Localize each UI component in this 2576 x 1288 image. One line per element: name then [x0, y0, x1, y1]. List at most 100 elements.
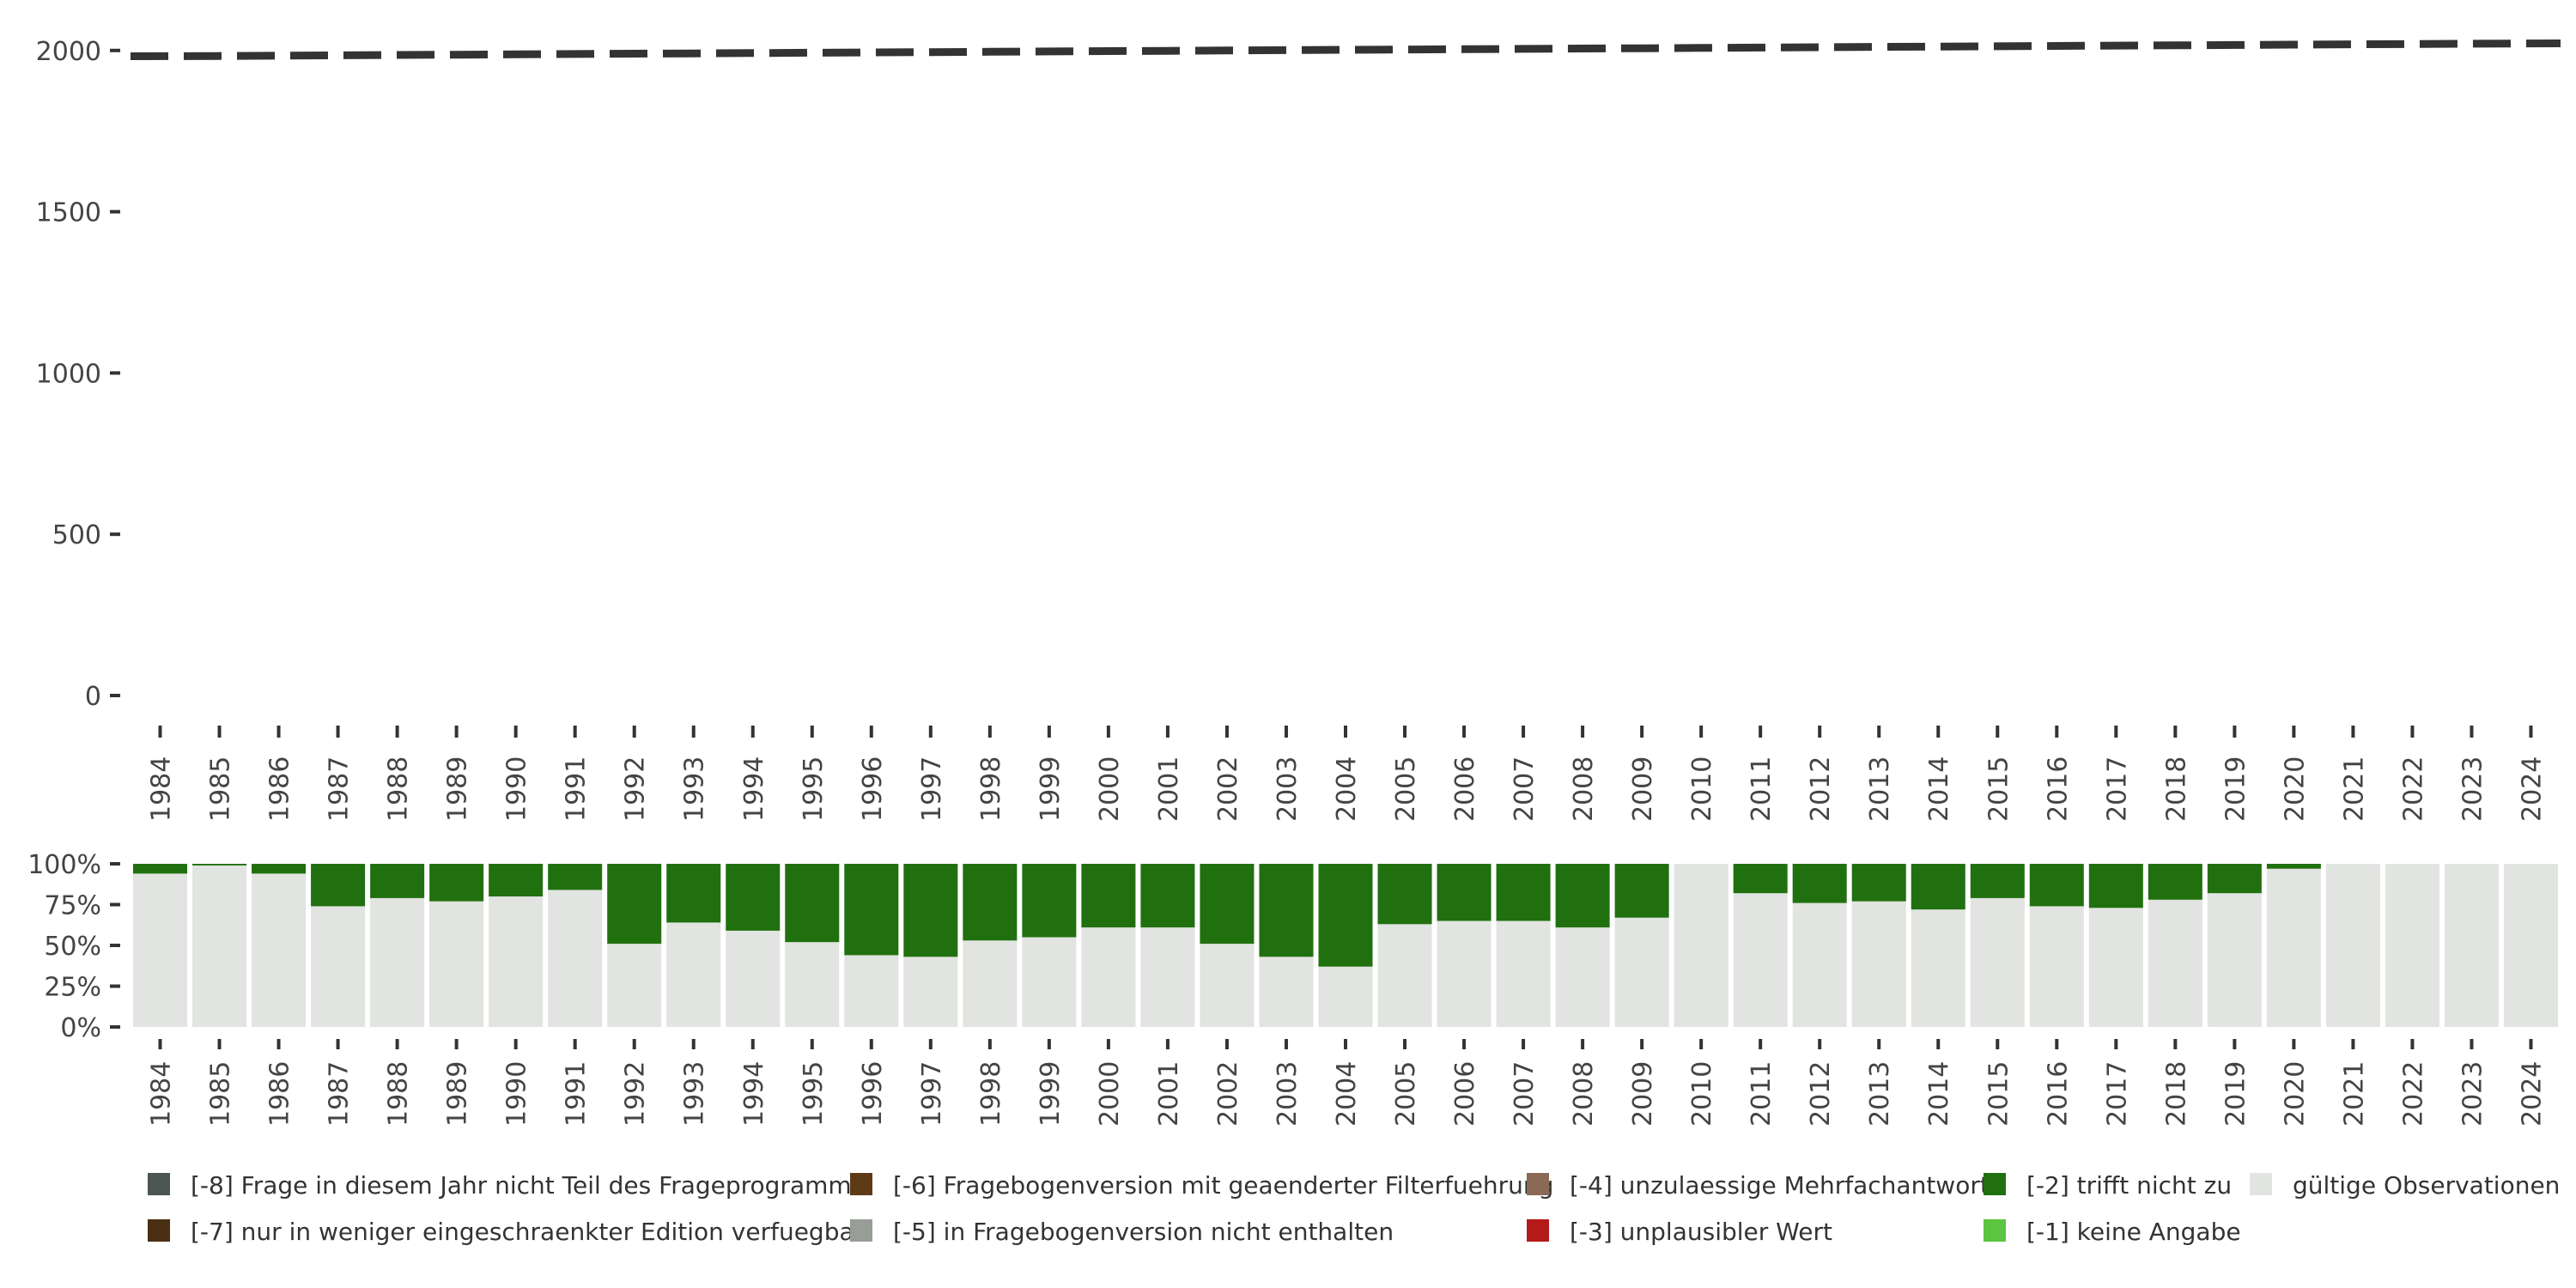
bar-segment-1985-s0	[192, 865, 247, 1027]
bar-segment-2002-s1	[1200, 864, 1255, 945]
bar-x-tick-label: 2003	[1273, 1061, 1303, 1127]
bar-segment-2016-s0	[2029, 906, 2084, 1027]
bar-x-tick-label: 1992	[621, 1061, 651, 1127]
bar-segment-2003-s1	[1259, 864, 1314, 957]
line-x-tick-label: 2017	[2102, 756, 2132, 822]
line-x-tick-label: 1985	[206, 756, 236, 822]
bar-segment-1994-s0	[726, 930, 781, 1027]
line-x-tick-label: 1993	[680, 756, 710, 822]
bar-segment-1996-s0	[844, 955, 899, 1027]
bar-x-tick-label: 2010	[1687, 1061, 1717, 1127]
bar-x-tick-label: 2004	[1332, 1061, 1362, 1127]
bar-segment-2008-s0	[1555, 927, 1610, 1027]
line-x-tick-label: 2004	[1332, 756, 1362, 822]
bar-x-tick-label: 1995	[799, 1061, 829, 1127]
line-x-tick-label: 1987	[325, 756, 355, 822]
bar-segment-1998-s1	[963, 864, 1018, 941]
bar-x-tick-label: 2014	[1924, 1061, 1954, 1127]
bar-x-tick-label: 1988	[384, 1061, 414, 1127]
bar-segment-2022-s0	[2385, 864, 2439, 1027]
line-x-tick-label: 2012	[1806, 756, 1836, 822]
legend-item-label: [-5] in Fragebogenversion nicht enthalte…	[893, 1218, 1394, 1246]
bar-segment-1994-s1	[726, 864, 781, 931]
bar-segment-2011-s1	[1733, 864, 1788, 894]
bar-x-tick-label: 1993	[680, 1061, 710, 1127]
line-x-tick-label: 2019	[2221, 756, 2251, 822]
line-x-tick-label: 1989	[443, 756, 473, 822]
bar-segment-2001-s1	[1140, 864, 1195, 928]
line-x-tick-label: 1991	[562, 756, 592, 822]
bar-x-tick-label: 2009	[1628, 1061, 1658, 1127]
bar-segment-1991-s1	[548, 864, 603, 890]
bar-segment-2012-s0	[1792, 902, 1847, 1027]
bar-x-tick-label: 2019	[2221, 1061, 2251, 1127]
line-chart-panel: 0 500 1000 1500 2000 1984 1985 1986 1987 1988 1989…	[36, 37, 2561, 822]
bar-x-tick-label: 2002	[1213, 1061, 1243, 1127]
bar-x-tick-label: 2005	[1391, 1061, 1421, 1127]
bar-y-tick-label: 0%	[60, 1013, 101, 1043]
bar-segment-2006-s0	[1437, 920, 1492, 1027]
bar-segment-1999-s0	[1022, 937, 1077, 1027]
line-y-tick-label: 500	[52, 520, 101, 550]
bar-x-tick-label: 2015	[1984, 1061, 2014, 1127]
bar-x-tick-label: 1987	[325, 1061, 355, 1127]
legend-swatch	[1527, 1173, 1549, 1195]
bar-x-tick-label: 1997	[917, 1061, 947, 1127]
bar-x-tick-label: 2022	[2398, 1061, 2428, 1127]
bar-x-tick-label: 1985	[206, 1061, 236, 1127]
bar-x-tick-label: 1986	[265, 1061, 295, 1127]
bar-segment-2008-s1	[1555, 864, 1610, 928]
bar-y-tick-label: 75%	[44, 891, 101, 921]
stacked-bar-chart-panel: 0% 25% 50% 75% 100% 1984 1985 1986 1987 1988 1989 1…	[27, 850, 2558, 1127]
line-x-tick-label: 1984	[147, 756, 177, 822]
bar-segment-2020-s0	[2266, 868, 2321, 1027]
bar-segment-2007-s0	[1496, 920, 1551, 1027]
bar-segment-1998-s0	[963, 940, 1018, 1027]
bar-segment-2014-s1	[1911, 864, 1965, 910]
legend-item-label: [-8] Frage in diesem Jahr nicht Teil des…	[191, 1171, 864, 1200]
bar-segment-2011-s0	[1733, 893, 1788, 1027]
bar-segment-1997-s0	[903, 957, 958, 1027]
legend-item-label: [-4] unzulaessige Mehrfachantwort	[1570, 1171, 1990, 1200]
bar-x-tick-label: 2013	[1865, 1061, 1895, 1127]
line-x-tick-label: 2022	[2398, 756, 2428, 822]
bar-segment-2020-s1	[2266, 864, 2321, 869]
bar-segment-2006-s1	[1437, 864, 1492, 921]
bar-segment-2019-s1	[2207, 864, 2262, 894]
bar-segment-1990-s0	[489, 896, 544, 1027]
bar-segment-2004-s1	[1318, 864, 1373, 967]
bar-x-tick-label: 2007	[1510, 1061, 1540, 1127]
bar-x-tick-label: 2021	[2339, 1061, 2369, 1127]
line-x-tick-label: 2011	[1747, 756, 1777, 822]
bar-segment-2024-s0	[2503, 864, 2558, 1027]
bar-x-tick-label: 2016	[2043, 1061, 2073, 1127]
bar-segment-2018-s0	[2148, 899, 2202, 1027]
line-x-tick-label: 2023	[2458, 756, 2488, 822]
line-x-tick-label: 2018	[2161, 756, 2191, 822]
bar-x-tick-label: 2018	[2161, 1061, 2191, 1127]
bar-segment-2015-s0	[1970, 897, 2025, 1027]
bar-segment-2013-s0	[1851, 901, 1906, 1027]
legend-item-label: [-2] trifft nicht zu	[2026, 1171, 2232, 1200]
bar-segment-1986-s0	[252, 873, 307, 1027]
bar-segment-2017-s1	[2088, 864, 2143, 908]
bar-x-tick-label: 1990	[502, 1061, 532, 1127]
bar-segment-2009-s1	[1614, 864, 1669, 918]
bar-x-tick-label: 1996	[858, 1061, 888, 1127]
bar-segment-1984-s1	[133, 864, 188, 874]
line-x-tick-label: 1995	[799, 756, 829, 822]
bar-segment-1996-s1	[844, 864, 899, 956]
line-x-tick-label: 1999	[1036, 756, 1066, 822]
bar-x-tick-label: 2000	[1095, 1061, 1125, 1127]
legend-swatch	[1984, 1173, 2006, 1195]
bar-segment-2009-s0	[1614, 917, 1669, 1027]
bar-y-tick-label: 100%	[27, 850, 101, 880]
bar-segment-2003-s0	[1259, 957, 1314, 1027]
bar-segment-2017-s0	[2088, 908, 2143, 1027]
bar-segment-1984-s0	[133, 873, 188, 1027]
line-y-tick-label: 1000	[36, 359, 101, 389]
legend-swatch	[850, 1173, 872, 1195]
bar-segment-1997-s1	[903, 864, 958, 957]
legend-swatch	[850, 1219, 872, 1242]
bar-segment-2013-s1	[1851, 864, 1906, 902]
